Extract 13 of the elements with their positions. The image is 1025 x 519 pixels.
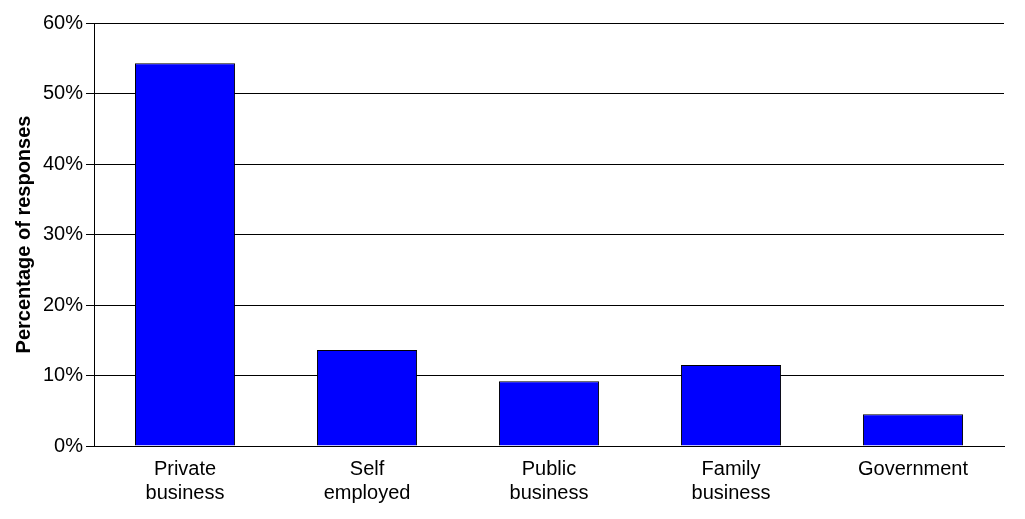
y-tick-label: 30% — [43, 222, 84, 245]
y-axis-title: Percentage of responses — [11, 115, 34, 354]
x-tick-label: Private business — [145, 456, 225, 503]
y-tick-label: 10% — [43, 363, 84, 386]
x-tick-label: Family business — [691, 456, 771, 503]
y-tick-label: 50% — [43, 81, 84, 104]
y-tick-label: 40% — [43, 151, 84, 174]
y-tick-label: 60% — [43, 10, 84, 33]
x-tick-label: Public business — [509, 456, 589, 503]
y-tick-label: 0% — [54, 433, 84, 456]
x-tick-label: Government — [857, 456, 969, 479]
x-tick-label: Self employed — [323, 456, 411, 503]
y-tick-label: 20% — [43, 292, 84, 315]
